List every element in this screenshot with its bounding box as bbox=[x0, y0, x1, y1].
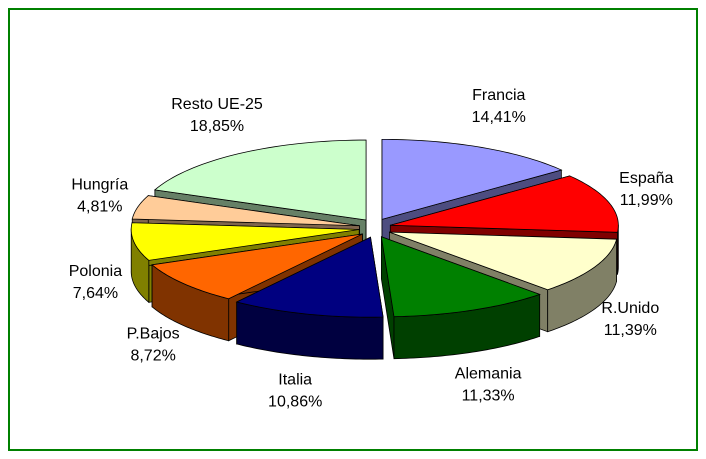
slice-value-label: 18,85% bbox=[190, 118, 244, 135]
slice-label: Polonia bbox=[69, 263, 122, 280]
slice bbox=[130, 222, 360, 261]
slice-label: Alemania bbox=[455, 366, 522, 383]
slice bbox=[235, 236, 384, 318]
slice bbox=[153, 139, 367, 221]
slice bbox=[151, 233, 363, 300]
slice-value-label: 11,99% bbox=[620, 192, 673, 209]
slice-value-label: 10,86% bbox=[268, 393, 322, 410]
slice-label: Resto UE-25 bbox=[171, 96, 263, 113]
slice-value-label: 11,39% bbox=[604, 322, 657, 339]
slice bbox=[390, 175, 619, 233]
slice-label: Italia bbox=[278, 371, 312, 388]
slice bbox=[389, 231, 618, 291]
slice-label: R.Unido bbox=[601, 300, 659, 317]
slice bbox=[131, 195, 360, 227]
slice-value-label: 7,64% bbox=[73, 285, 118, 302]
slice-value-label: 4,81% bbox=[77, 199, 122, 216]
slice bbox=[381, 138, 563, 220]
slice-label: P.Bajos bbox=[127, 326, 180, 343]
slice-label: España bbox=[619, 170, 673, 187]
slice bbox=[380, 236, 541, 318]
slice-value-label: 11,33% bbox=[462, 388, 515, 405]
slice-label: Francia bbox=[472, 87, 525, 104]
slice-value-label: 14,41% bbox=[472, 109, 526, 126]
slice-value-label: 8,72% bbox=[130, 348, 175, 365]
slice-label: Hungría bbox=[71, 177, 128, 194]
